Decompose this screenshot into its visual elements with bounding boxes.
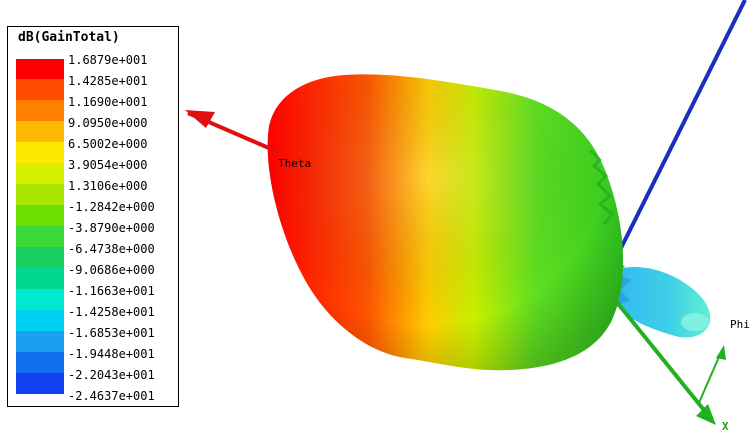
legend-value: -1.2842e+000 bbox=[68, 200, 155, 214]
legend-value: -1.6853e+001 bbox=[68, 326, 155, 340]
legend-swatch bbox=[16, 226, 64, 247]
theta-axis-arrow bbox=[185, 110, 279, 154]
phi-label: Phi bbox=[730, 318, 750, 331]
main-lobe bbox=[267, 74, 624, 371]
legend-swatch bbox=[16, 163, 64, 184]
legend-value: -1.4258e+001 bbox=[68, 305, 155, 319]
legend-swatch bbox=[16, 352, 64, 373]
legend-title: dB(GainTotal) bbox=[18, 30, 120, 45]
legend-swatch bbox=[16, 142, 64, 163]
z-axis-line bbox=[618, 0, 747, 251]
x-axis-arrow bbox=[613, 298, 716, 425]
legend-swatch bbox=[16, 121, 64, 142]
legend-value: -1.9448e+001 bbox=[68, 347, 155, 361]
legend-value: 6.5002e+000 bbox=[68, 137, 148, 151]
legend-value: 9.0950e+000 bbox=[68, 116, 148, 130]
legend-value: -2.4637e+001 bbox=[68, 389, 155, 403]
legend-swatch bbox=[16, 79, 64, 100]
legend-swatch bbox=[16, 331, 64, 352]
legend-value: 1.4285e+001 bbox=[68, 74, 148, 88]
legend-value: -6.4738e+000 bbox=[68, 242, 155, 256]
legend-swatch bbox=[16, 59, 64, 80]
x-axis-label: X bbox=[722, 420, 729, 433]
legend-value: 1.3106e+000 bbox=[68, 179, 148, 193]
legend-value: -9.0686e+000 bbox=[68, 263, 155, 277]
legend-swatch bbox=[16, 100, 64, 121]
theta-label: Theta bbox=[278, 157, 312, 170]
legend-swatch bbox=[16, 310, 64, 331]
legend-swatch bbox=[16, 205, 64, 226]
legend-value: -2.2043e+001 bbox=[68, 368, 155, 382]
legend-value: 3.9054e+000 bbox=[68, 158, 148, 172]
y-axis-arrow bbox=[697, 345, 726, 406]
legend-value: -1.1663e+001 bbox=[68, 284, 155, 298]
legend-value: 1.1690e+001 bbox=[68, 95, 148, 109]
legend-value: 1.6879e+001 bbox=[68, 53, 148, 67]
legend-value: -3.8790e+000 bbox=[68, 221, 155, 235]
gain-legend: dB(GainTotal) 1.6879e+001 1.4285e+001 1.… bbox=[7, 26, 179, 407]
legend-swatch bbox=[16, 268, 64, 289]
legend-swatch bbox=[16, 184, 64, 205]
side-lobe bbox=[608, 258, 711, 338]
legend-swatch bbox=[16, 247, 64, 268]
legend-swatch bbox=[16, 289, 64, 310]
legend-swatch bbox=[16, 373, 64, 394]
